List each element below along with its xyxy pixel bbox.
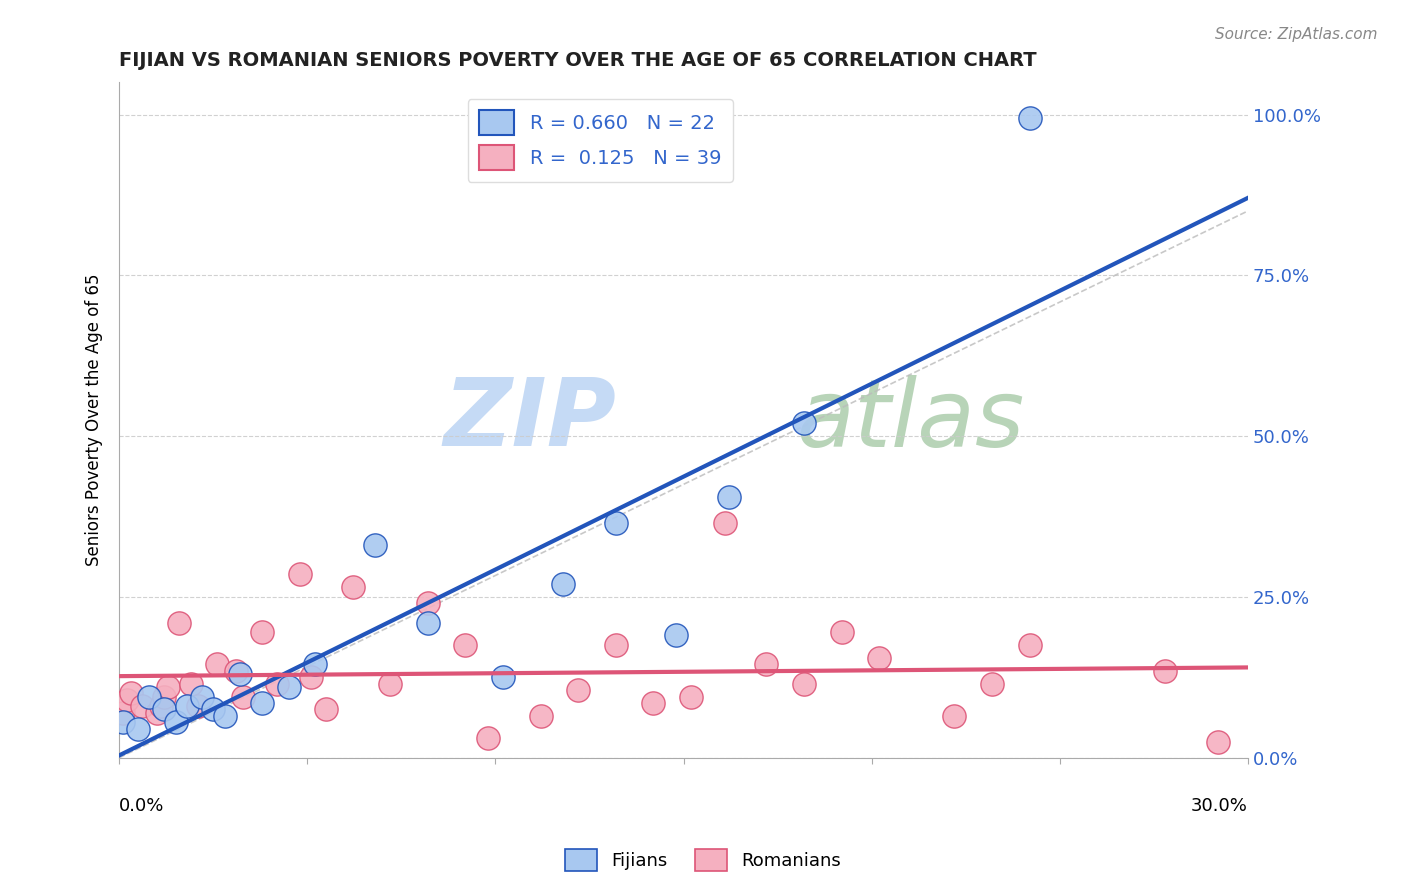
Point xyxy=(146,706,169,720)
Point xyxy=(277,680,299,694)
Point xyxy=(868,651,890,665)
Point xyxy=(981,676,1004,690)
Point xyxy=(454,638,477,652)
Point xyxy=(416,615,439,630)
Point xyxy=(153,702,176,716)
Point xyxy=(492,670,515,684)
Point xyxy=(364,538,387,552)
Point xyxy=(605,638,627,652)
Point xyxy=(1206,734,1229,748)
Point xyxy=(299,670,322,684)
Point xyxy=(149,699,172,714)
Point xyxy=(605,516,627,530)
Y-axis label: Seniors Poverty Over the Age of 65: Seniors Poverty Over the Age of 65 xyxy=(86,274,103,566)
Text: ZIP: ZIP xyxy=(443,374,616,466)
Point xyxy=(1018,638,1040,652)
Point xyxy=(112,706,135,720)
Point xyxy=(153,690,176,704)
Point xyxy=(1154,664,1177,678)
Point xyxy=(127,722,149,736)
Point xyxy=(187,699,209,714)
Text: Source: ZipAtlas.com: Source: ZipAtlas.com xyxy=(1215,27,1378,42)
Point xyxy=(793,676,815,690)
Point xyxy=(755,657,778,672)
Point xyxy=(138,690,160,704)
Point xyxy=(288,567,311,582)
Point xyxy=(165,715,187,730)
Point xyxy=(120,686,142,700)
Point xyxy=(831,625,853,640)
Point xyxy=(180,676,202,690)
Point xyxy=(191,690,214,704)
Text: FIJIAN VS ROMANIAN SENIORS POVERTY OVER THE AGE OF 65 CORRELATION CHART: FIJIAN VS ROMANIAN SENIORS POVERTY OVER … xyxy=(120,51,1036,70)
Point xyxy=(416,596,439,610)
Point xyxy=(567,683,589,698)
Point xyxy=(202,702,225,716)
Point xyxy=(176,699,198,714)
Point xyxy=(681,690,703,704)
Point xyxy=(643,696,665,710)
Point xyxy=(304,657,326,672)
Point xyxy=(205,657,228,672)
Point xyxy=(943,709,966,723)
Point xyxy=(477,731,499,746)
Point xyxy=(115,693,138,707)
Point xyxy=(717,490,740,504)
Legend: R = 0.660   N = 22, R =  0.125   N = 39: R = 0.660 N = 22, R = 0.125 N = 39 xyxy=(468,99,733,182)
Point xyxy=(378,676,401,690)
Point xyxy=(1018,111,1040,125)
Legend: Fijians, Romanians: Fijians, Romanians xyxy=(557,842,849,879)
Text: atlas: atlas xyxy=(796,375,1025,466)
Text: 30.0%: 30.0% xyxy=(1191,797,1249,814)
Point xyxy=(266,676,288,690)
Point xyxy=(793,416,815,430)
Point xyxy=(214,709,236,723)
Point xyxy=(252,625,274,640)
Point xyxy=(315,702,337,716)
Point xyxy=(342,580,364,594)
Point xyxy=(131,699,153,714)
Point xyxy=(252,696,274,710)
Point xyxy=(665,628,688,642)
Text: 0.0%: 0.0% xyxy=(120,797,165,814)
Point xyxy=(112,715,135,730)
Point xyxy=(553,577,575,591)
Point xyxy=(228,667,250,681)
Point xyxy=(169,615,191,630)
Point xyxy=(157,680,180,694)
Point xyxy=(225,664,247,678)
Point xyxy=(529,709,551,723)
Point xyxy=(232,690,254,704)
Point xyxy=(714,516,737,530)
